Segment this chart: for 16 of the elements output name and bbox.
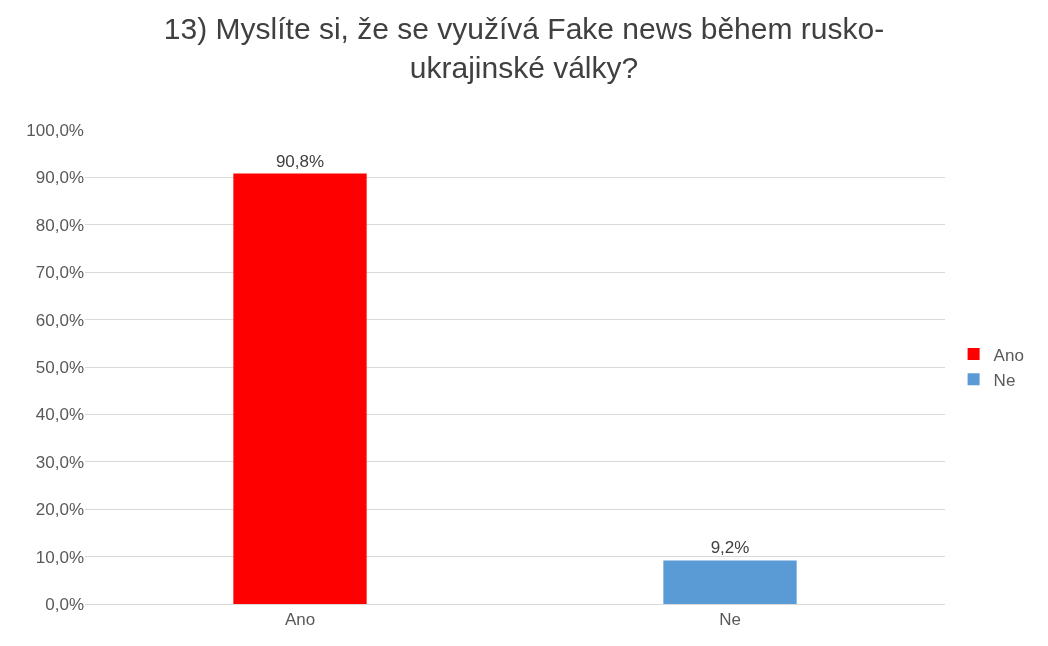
y-tick-label: 50,0%	[35, 357, 84, 377]
legend-label: Ano	[993, 345, 1024, 365]
y-tick-label: 20,0%	[35, 500, 84, 520]
data-label: 9,2%	[710, 538, 750, 558]
legend-label: Ne	[993, 370, 1016, 390]
y-tick-label: 40,0%	[35, 405, 84, 425]
data-label: 90,8%	[275, 151, 325, 171]
y-tick-label: 80,0%	[35, 215, 84, 235]
y-tick-label: 10,0%	[35, 547, 84, 567]
y-tick-label: 70,0%	[35, 263, 84, 283]
y-tick-label: 90,0%	[35, 168, 84, 188]
chart-title: 13) Myslíte si, že se využívá Fake news během rusko-ukrajinské války?	[163, 11, 885, 84]
y-tick-label: 30,0%	[35, 452, 84, 472]
y-tick-label: 100,0%	[26, 120, 84, 140]
y-tick-label: 0,0%	[45, 594, 84, 614]
y-tick-label: 60,0%	[35, 310, 84, 330]
